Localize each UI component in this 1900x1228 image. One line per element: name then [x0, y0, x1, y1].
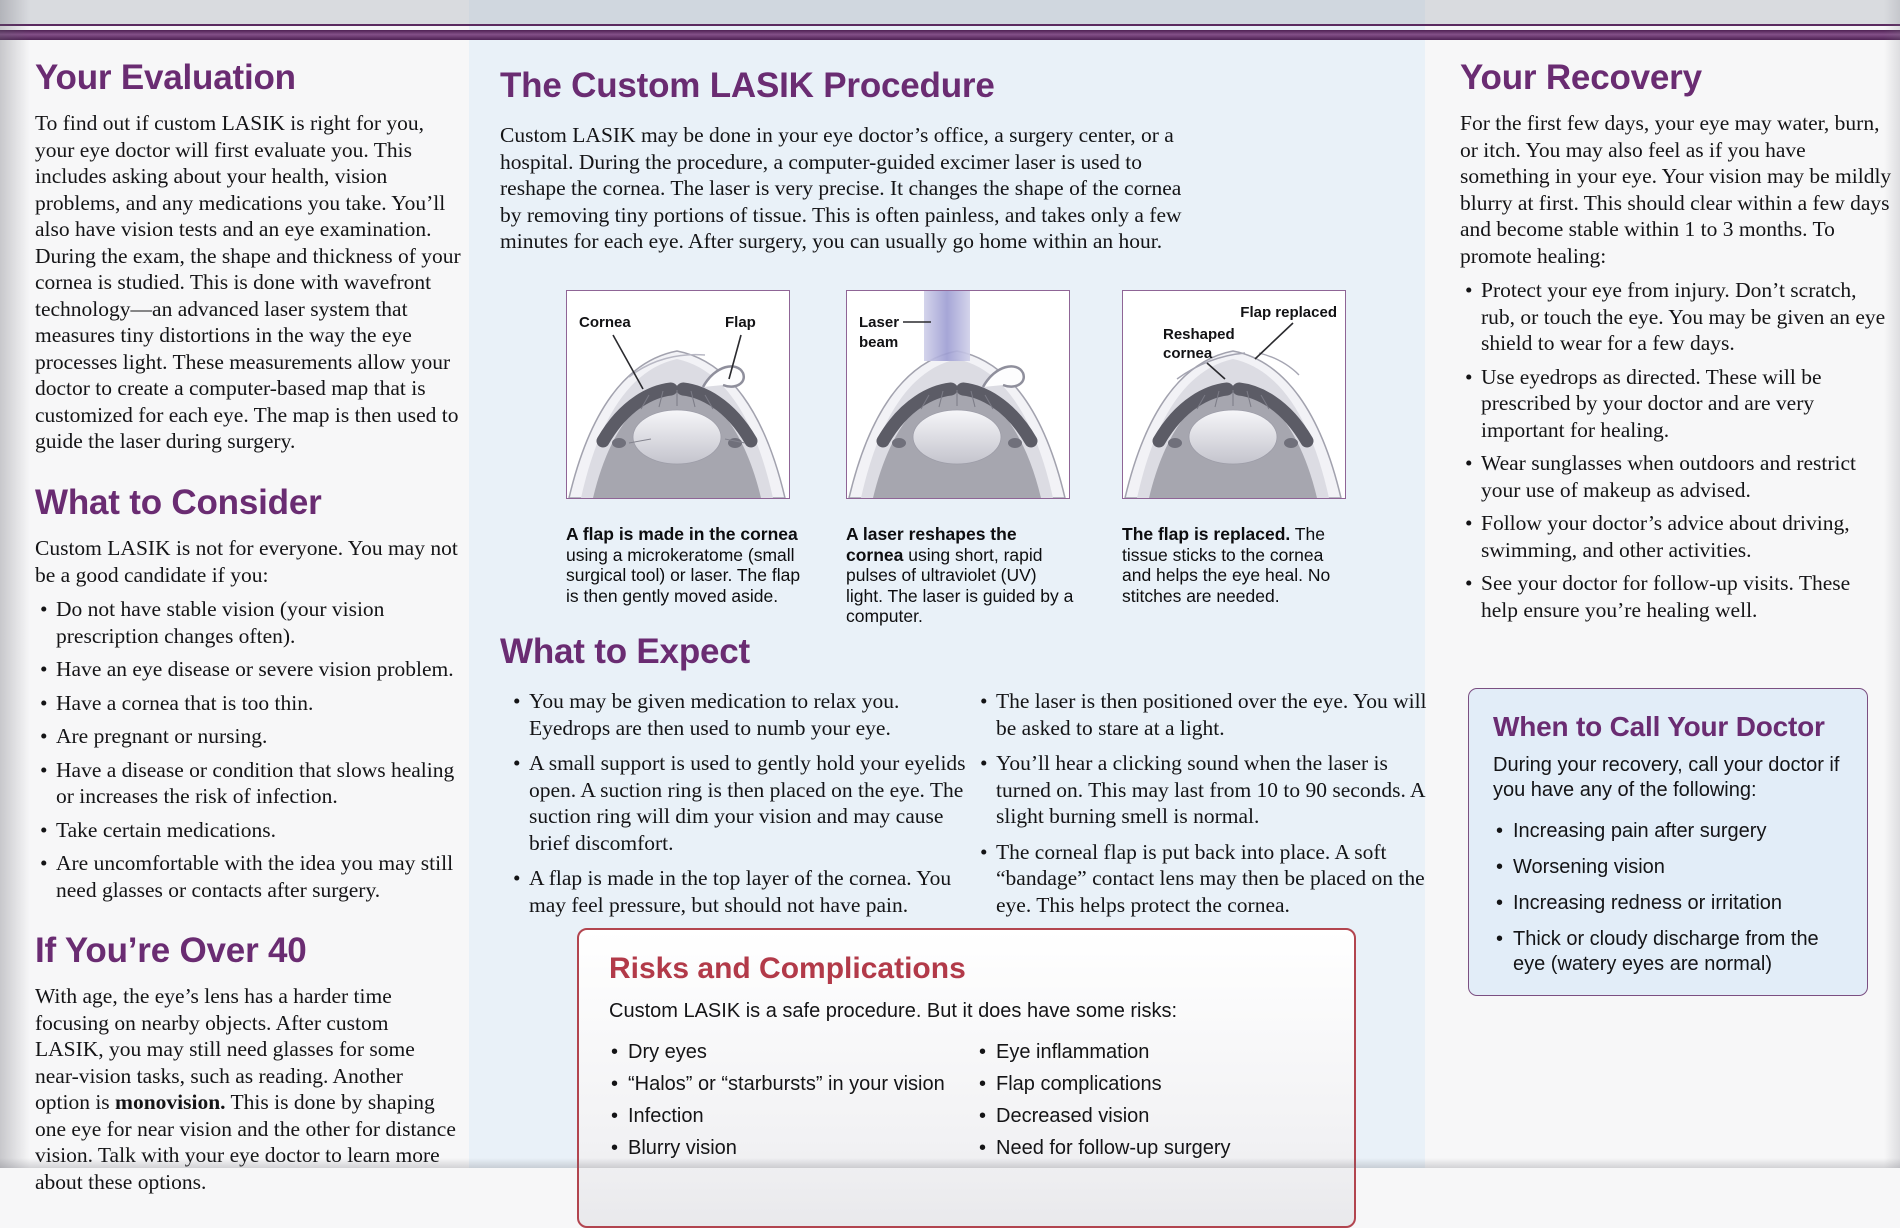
section-heading-over-40: If You’re Over 40: [35, 931, 307, 970]
call-doctor-heading: When to Call Your Doctor: [1493, 711, 1825, 742]
risks-bullets-right: Eye inflammation Flap complications Decr…: [977, 1041, 1324, 1169]
list-item: Follow your doctor’s advice about drivin…: [1460, 510, 1892, 563]
section-heading-what-to-consider: What to Consider: [35, 482, 322, 522]
eye-cross-section-flap-replaced-illustration: Reshaped cornea Flap replaced: [1124, 304, 1342, 498]
section-heading-procedure: The Custom LASIK Procedure: [500, 66, 995, 105]
list-item: You may be given medication to relax you…: [508, 688, 973, 741]
page-left-edge-shadow: [0, 0, 30, 1168]
list-item: Use eyedrops as directed. These will be …: [1460, 364, 1892, 444]
consider-intro: Custom LASIK is not for everyone. You ma…: [35, 536, 458, 587]
list-item: The laser is then positioned over the ey…: [975, 688, 1435, 741]
list-item: Increasing redness or irritation: [1493, 891, 1843, 916]
list-item: Protect your eye from injury. Don’t scra…: [1460, 277, 1892, 357]
risks-bullet-columns: Dry eyes “Halos” or “starbursts” in your…: [609, 1041, 1324, 1169]
section-heading-your-evaluation: Your Evaluation: [35, 58, 296, 97]
list-item: Flap complications: [977, 1073, 1324, 1096]
left-column: Your Evaluation To find out if custom LA…: [35, 58, 461, 1195]
eye-cross-section-laser-illustration: Laser beam: [848, 291, 1066, 498]
list-item: Worsening vision: [1493, 855, 1843, 880]
list-item: Are uncomfortable with the idea you may …: [35, 850, 461, 903]
list-item: Do not have stable vision (your vision p…: [35, 596, 461, 649]
recovery-bullet-list: Protect your eye from injury. Don’t scra…: [1460, 277, 1892, 623]
eye-cross-section-flap-made-illustration: Cornea Flap: [568, 314, 786, 498]
list-item: See your doctor for follow-up visits. Th…: [1460, 570, 1892, 623]
list-item: You’ll hear a clicking sound when the la…: [975, 750, 1435, 830]
over-40-paragraph: With age, the eye’s lens has a harder ti…: [35, 983, 461, 1195]
monovision-bold: monovision.: [115, 1090, 226, 1115]
consider-bullet-list: Do not have stable vision (your vision p…: [35, 596, 461, 903]
section-heading-your-recovery: Your Recovery: [1460, 58, 1702, 97]
laser-beam-label: beam: [859, 334, 898, 351]
list-item: Have an eye disease or severe vision pro…: [35, 656, 461, 683]
risks-heading: Risks and Complications: [609, 952, 966, 985]
page-right-edge-shadow: [1884, 0, 1900, 1168]
list-item: Dry eyes: [609, 1041, 977, 1064]
panel-caption-1: A flap is made in the cornea using a mic…: [566, 524, 802, 606]
expect-bullets-left: You may be given medication to relax you…: [508, 688, 973, 927]
caption-rest: The tissue sticks to the cornea and help…: [1122, 524, 1331, 606]
diagram-laser-reshapes: Laser beam: [846, 290, 1070, 499]
cornea-label: Cornea: [579, 314, 631, 331]
risks-bullets-left: Dry eyes “Halos” or “starbursts” in your…: [609, 1041, 977, 1169]
reshaped-cornea-label: Reshaped: [1163, 326, 1235, 343]
procedure-paragraph: Custom LASIK may be done in your eye doc…: [500, 123, 1182, 253]
top-rule-thin: [0, 24, 1900, 26]
diagram-flap-replaced: Reshaped cornea Flap replaced: [1122, 290, 1346, 499]
section-heading-what-to-expect: What to Expect: [500, 632, 750, 671]
reshaped-cornea-label: cornea: [1163, 345, 1213, 362]
call-doctor-bullet-list: Increasing pain after surgery Worsening …: [1493, 819, 1843, 977]
list-item: Decreased vision: [977, 1105, 1324, 1128]
call-doctor-intro: During your recovery, call your doctor i…: [1493, 754, 1840, 801]
risks-intro: Custom LASIK is a safe procedure. But it…: [609, 1000, 1178, 1022]
list-item: Are pregnant or nursing.: [35, 723, 461, 750]
list-item: Eye inflammation: [977, 1041, 1324, 1064]
flap-replaced-label: Flap replaced: [1240, 304, 1337, 321]
diagram-flap-made: Cornea Flap: [566, 290, 790, 499]
list-item: Infection: [609, 1105, 977, 1128]
list-item: Take certain medications.: [35, 817, 461, 844]
caption-lead: A flap is made in the cornea: [566, 524, 798, 544]
caption-lead: The flap is replaced.: [1122, 524, 1291, 544]
list-item: Increasing pain after surgery: [1493, 819, 1843, 844]
list-item: A flap is made in the top layer of the c…: [508, 865, 973, 918]
top-rule-thick: [0, 30, 1900, 40]
caption-rest: using a microkeratome (small surgical to…: [566, 544, 801, 606]
list-item: Blurry vision: [609, 1137, 977, 1160]
caption-lead: A laser reshapes the cornea: [846, 524, 1017, 565]
top-gray-band: [0, 0, 1900, 24]
list-item: Wear sunglasses when outdoors and restri…: [1460, 450, 1892, 503]
laser-beam-label: Laser: [859, 314, 899, 331]
panel-caption-3: The flap is replaced. The tissue sticks …: [1122, 524, 1350, 606]
list-item: The corneal flap is put back into place.…: [975, 839, 1435, 919]
right-column: Your Recovery For the first few days, yo…: [1460, 58, 1892, 630]
flap-label: Flap: [725, 314, 756, 331]
risks-and-complications-box: Risks and Complications Custom LASIK is …: [577, 928, 1356, 1228]
page-bottom-edge-shadow: [0, 1158, 1900, 1168]
panel-caption-2: A laser reshapes the cornea using short,…: [846, 524, 1078, 627]
list-item: Thick or cloudy discharge from the eye (…: [1493, 927, 1843, 977]
list-item: Need for follow-up surgery: [977, 1137, 1324, 1160]
recovery-intro: For the first few days, your eye may wat…: [1460, 111, 1892, 268]
expect-bullets-right: The laser is then positioned over the ey…: [975, 688, 1435, 927]
over-40-text: With age, the eye’s lens has a harder ti…: [35, 984, 415, 1115]
list-item: “Halos” or “starbursts” in your vision: [609, 1073, 977, 1096]
caption-rest: using short, rapid pulses of ultraviolet…: [846, 544, 1074, 627]
list-item: A small support is used to gently hold y…: [508, 750, 973, 856]
evaluation-paragraph: To find out if custom LASIK is right for…: [35, 111, 461, 454]
list-item: Have a disease or condition that slows h…: [35, 757, 461, 810]
when-to-call-doctor-box: When to Call Your Doctor During your rec…: [1468, 688, 1868, 996]
list-item: Have a cornea that is too thin.: [35, 690, 461, 717]
